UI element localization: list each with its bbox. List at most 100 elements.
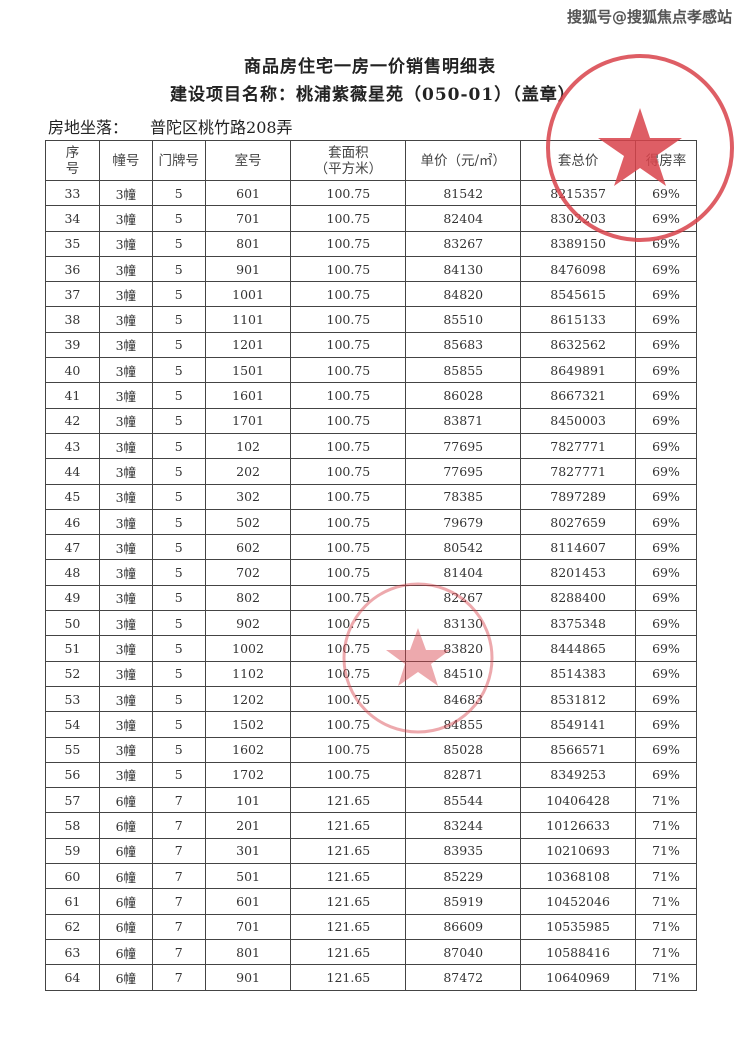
location: 房地坐落： 普陀区桃竹路208弄 <box>48 114 293 138</box>
table-cell: 5 <box>151 610 206 637</box>
table-cell: 3幢 <box>98 458 153 485</box>
table-cell: 3幢 <box>98 331 153 359</box>
table-cell: 48 <box>45 559 100 586</box>
table-cell: 69% <box>635 761 697 789</box>
table-cell: 81542 <box>405 179 522 207</box>
table-cell: 100.75 <box>290 407 407 434</box>
table-cell: 77695 <box>405 432 522 460</box>
table-cell: 1602 <box>204 736 292 763</box>
table-cell: 1101 <box>204 306 292 333</box>
table-cell: 69% <box>635 230 697 257</box>
table-row: 50 3幢 5 902 100.75 83130 8375348 69% <box>45 610 697 637</box>
table-cell: 5 <box>151 685 206 713</box>
column-header: 序号 <box>45 140 100 181</box>
table-cell: 37 <box>45 281 100 308</box>
table-cell: 86028 <box>405 382 522 409</box>
table-cell: 3幢 <box>98 508 153 536</box>
table-cell: 33 <box>45 179 100 207</box>
table-cell: 43 <box>45 432 100 460</box>
table-cell: 8476098 <box>520 255 637 283</box>
table-cell: 69% <box>635 660 697 687</box>
table-cell: 84820 <box>405 281 522 308</box>
table-cell: 121.65 <box>290 964 407 991</box>
table-cell: 59 <box>45 837 100 865</box>
table-cell: 801 <box>204 230 292 257</box>
table-cell: 8545615 <box>520 281 637 308</box>
column-header-text: 号 <box>65 160 80 177</box>
table-cell: 36 <box>45 255 100 283</box>
table-cell: 10588416 <box>520 938 637 966</box>
column-header-text: 单价（元/㎡） <box>420 152 507 169</box>
location-label: 房地坐落： <box>48 118 129 137</box>
table-cell: 8288400 <box>520 584 637 612</box>
table-cell: 100.75 <box>290 610 407 637</box>
table-cell: 5 <box>151 255 206 283</box>
table-cell: 45 <box>45 483 100 510</box>
table-cell: 100.75 <box>290 534 407 561</box>
table-cell: 121.65 <box>290 888 407 915</box>
table-cell: 100.75 <box>290 205 407 232</box>
table-cell: 34 <box>45 205 100 232</box>
table-row: 56 3幢 5 1702 100.75 82871 8349253 69% <box>45 761 697 789</box>
table-cell: 7 <box>151 938 206 966</box>
table-cell: 100.75 <box>290 483 407 510</box>
table-cell: 41 <box>45 382 100 409</box>
table-cell: 69% <box>635 458 697 485</box>
table-cell: 46 <box>45 508 100 536</box>
table-cell: 69% <box>635 711 697 738</box>
table-row: 49 3幢 5 802 100.75 82267 8288400 69% <box>45 584 697 612</box>
table-cell: 7 <box>151 787 206 814</box>
column-header-text: 幢号 <box>112 152 140 169</box>
table-cell: 802 <box>204 584 292 612</box>
table-cell: 5 <box>151 584 206 612</box>
table-row: 45 3幢 5 302 100.75 78385 7897289 69% <box>45 483 697 510</box>
table-cell: 69% <box>635 255 697 283</box>
table-cell: 69% <box>635 331 697 359</box>
table-cell: 69% <box>635 508 697 536</box>
table-cell: 701 <box>204 913 292 940</box>
table-cell: 8615133 <box>520 306 637 333</box>
table-cell: 3幢 <box>98 205 153 232</box>
table-row: 34 3幢 5 701 100.75 82404 8302203 69% <box>45 205 697 232</box>
column-header: 室号 <box>204 140 292 181</box>
table-cell: 86609 <box>405 913 522 940</box>
table-cell: 6幢 <box>98 913 153 940</box>
table-cell: 3幢 <box>98 255 153 283</box>
table-cell: 5 <box>151 660 206 687</box>
table-cell: 82267 <box>405 584 522 612</box>
table-cell: 100.75 <box>290 761 407 789</box>
table-row: 39 3幢 5 1201 100.75 85683 8632562 69% <box>45 331 697 359</box>
table-cell: 5 <box>151 281 206 308</box>
table-cell: 3幢 <box>98 610 153 637</box>
table-cell: 100.75 <box>290 230 407 257</box>
table-cell: 69% <box>635 407 697 434</box>
table-cell: 7 <box>151 863 206 890</box>
table-row: 37 3幢 5 1001 100.75 84820 8545615 69% <box>45 281 697 308</box>
table-cell: 100.75 <box>290 179 407 207</box>
table-cell: 42 <box>45 407 100 434</box>
table-cell: 601 <box>204 179 292 207</box>
table-cell: 84683 <box>405 685 522 713</box>
table-row: 62 6幢 7 701 121.65 86609 10535985 71% <box>45 913 697 940</box>
table-row: 53 3幢 5 1202 100.75 84683 8531812 69% <box>45 685 697 713</box>
table-cell: 801 <box>204 938 292 966</box>
table-cell: 83267 <box>405 230 522 257</box>
table-cell: 84855 <box>405 711 522 738</box>
column-header-text: 室号 <box>234 152 262 169</box>
table-cell: 85919 <box>405 888 522 915</box>
table-cell: 121.65 <box>290 913 407 940</box>
table-cell: 102 <box>204 432 292 460</box>
table-cell: 71% <box>635 787 697 814</box>
table-cell: 85544 <box>405 787 522 814</box>
table-cell: 82871 <box>405 761 522 789</box>
table-cell: 69% <box>635 432 697 460</box>
table-cell: 85229 <box>405 863 522 890</box>
table-cell: 71% <box>635 863 697 890</box>
table-cell: 10640969 <box>520 964 637 991</box>
table-cell: 6幢 <box>98 938 153 966</box>
table-cell: 51 <box>45 635 100 662</box>
table-cell: 53 <box>45 685 100 713</box>
table-cell: 83935 <box>405 837 522 865</box>
table-cell: 1202 <box>204 685 292 713</box>
column-header-text: 套总价 <box>557 152 599 169</box>
